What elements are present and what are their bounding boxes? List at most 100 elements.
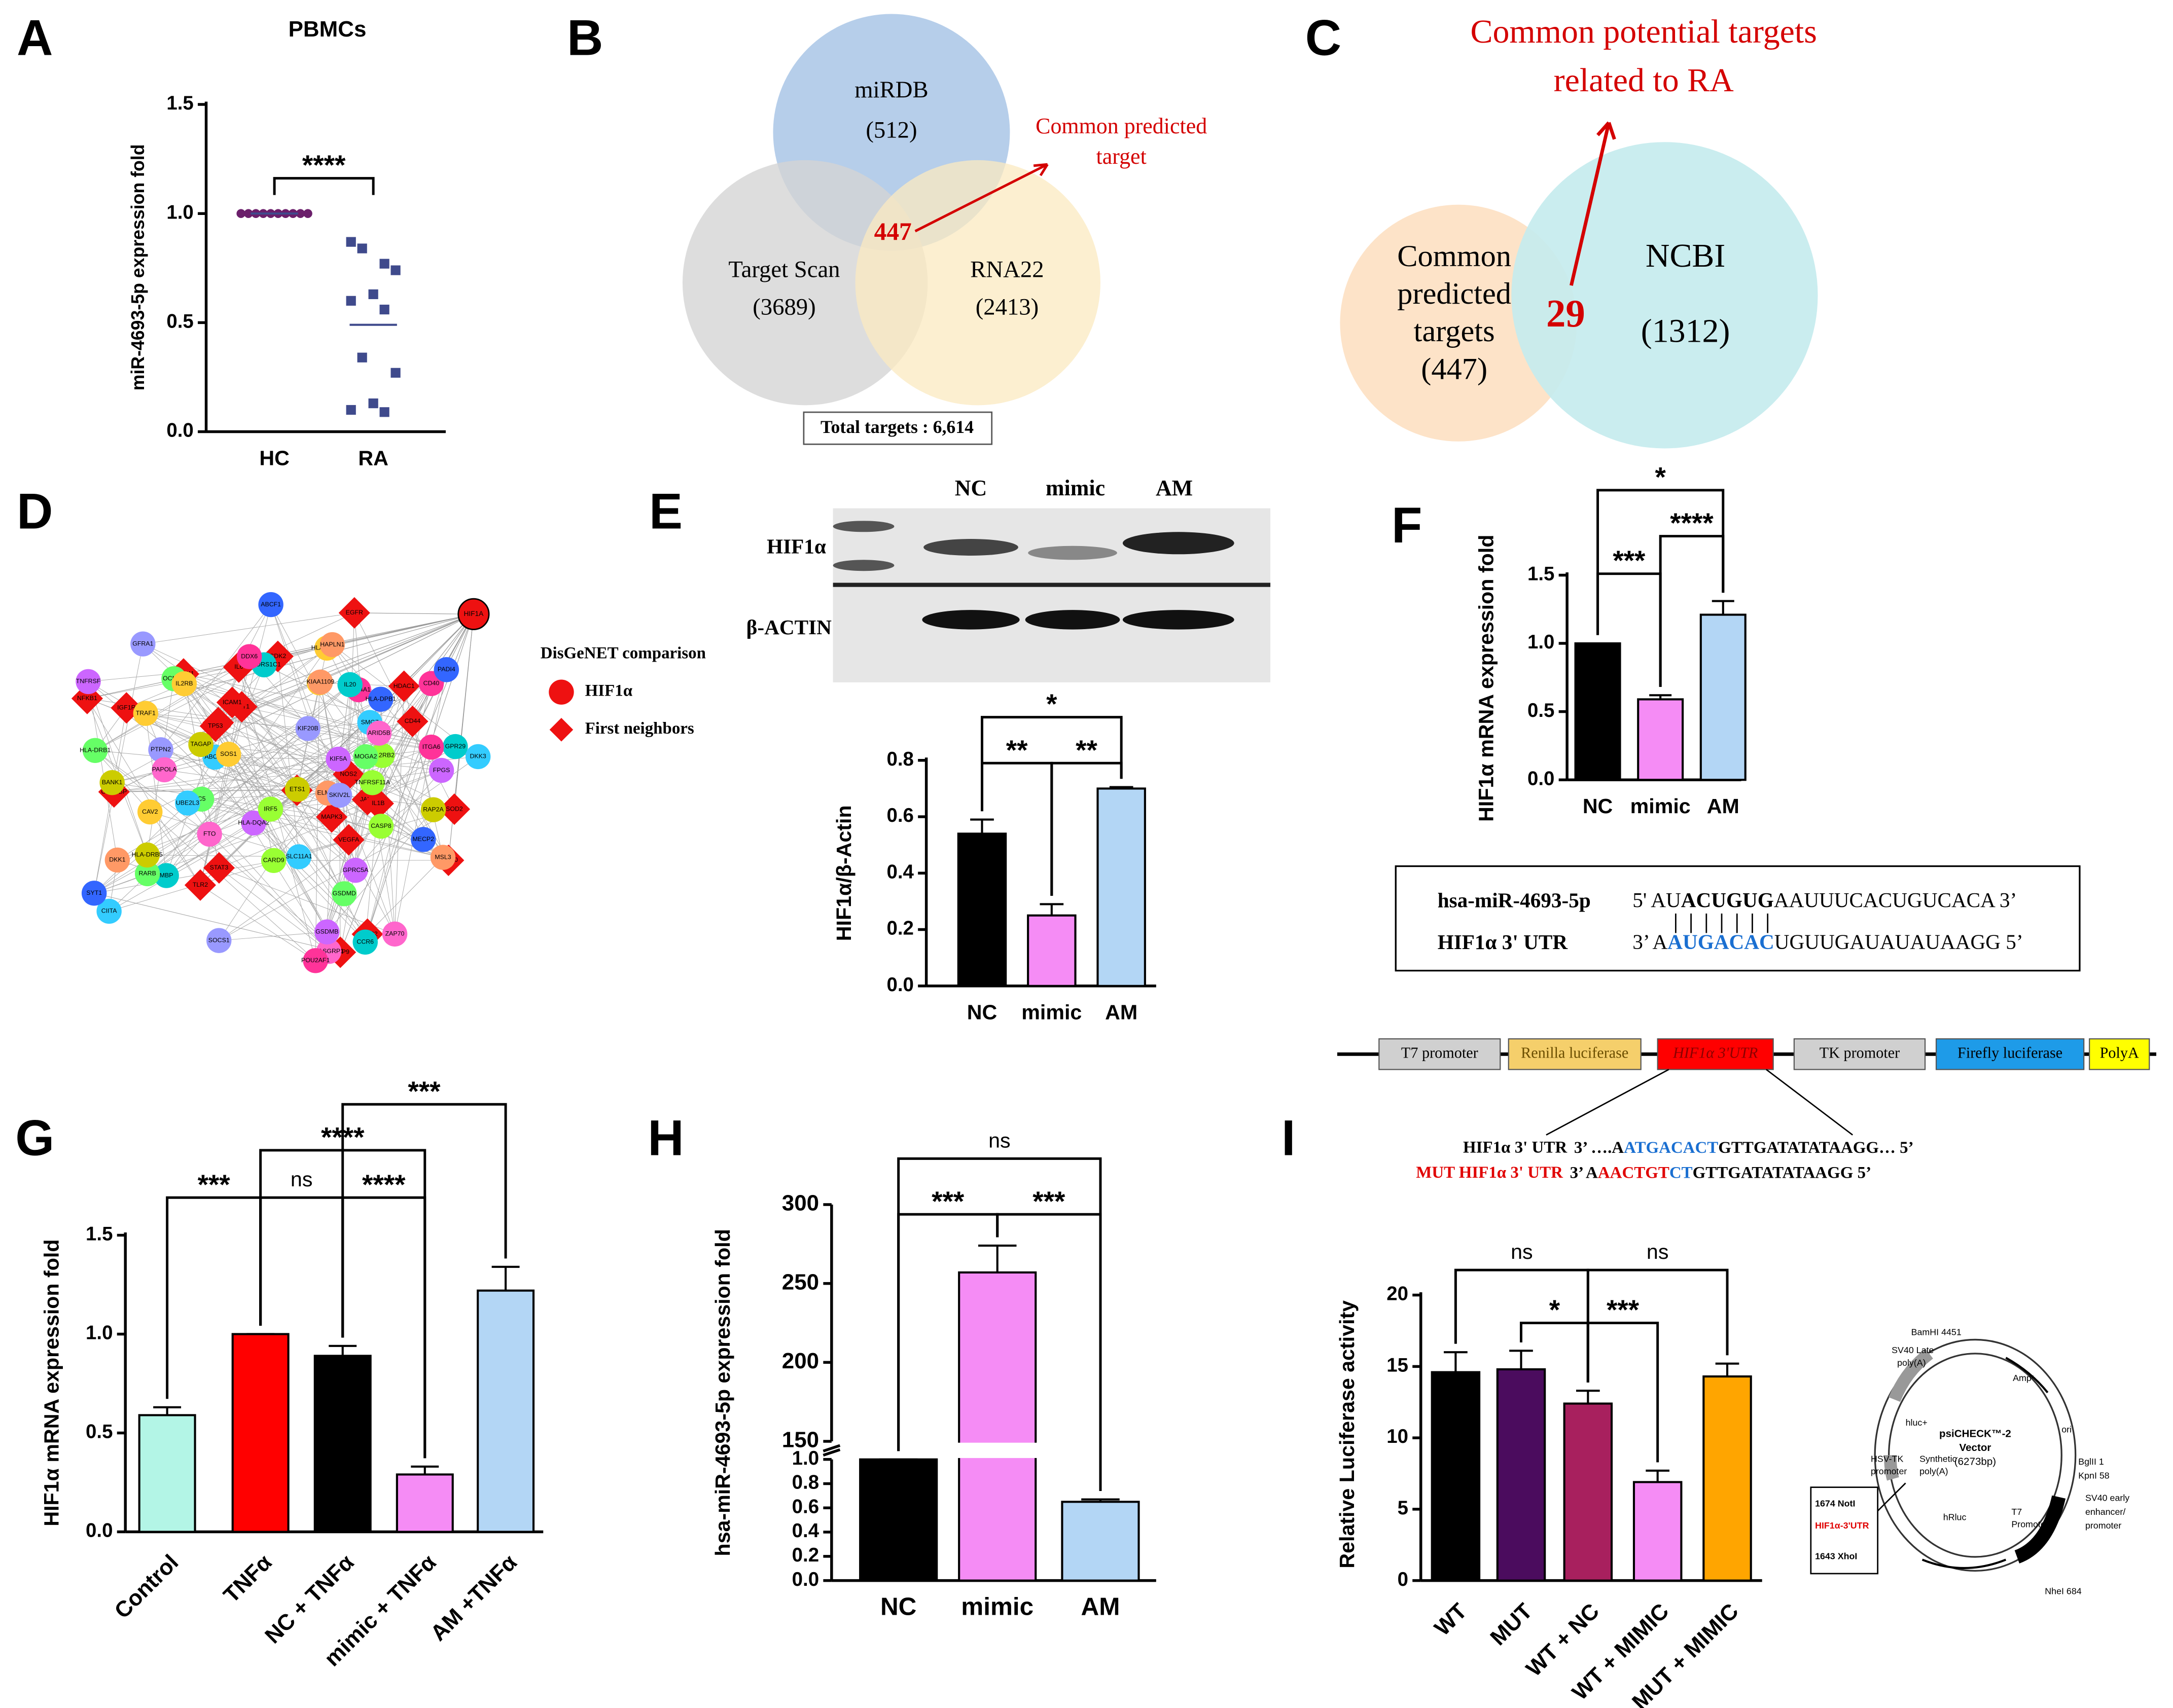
construct-label: Firefly luciferase <box>1957 1044 2062 1061</box>
network-node <box>133 701 159 726</box>
plasmid-label: ori <box>2061 1425 2072 1435</box>
legend-symbol <box>549 679 574 705</box>
significance-label: ns <box>291 1168 313 1191</box>
network-node-label: TNFRSF <box>76 678 101 685</box>
network-edge <box>150 812 316 961</box>
error-bar <box>1509 1350 1533 1369</box>
network-node <box>96 898 122 924</box>
network-edge <box>238 667 298 790</box>
significance-label: ** <box>1076 734 1097 766</box>
network-edge <box>183 674 328 932</box>
x-tick-label: mimic <box>1630 794 1691 818</box>
network-node-label: KIAA1109 <box>307 678 335 685</box>
y-tick-label: 1.0 <box>792 1447 819 1469</box>
network-node <box>216 741 241 767</box>
panel-letter: I <box>1281 1110 1295 1166</box>
plasmid-label: KpnI 58 <box>2078 1470 2110 1480</box>
network-node-label: GSDMD <box>333 890 356 897</box>
network-node-label: MBP <box>160 871 173 879</box>
venn-set-name: miRDB <box>854 77 928 103</box>
network-node <box>295 716 320 741</box>
network-node <box>308 669 333 695</box>
network-node-label: MECP2 <box>412 835 434 843</box>
network-node <box>284 777 310 802</box>
venn-set-name: RNA22 <box>970 256 1044 282</box>
insert-box <box>1810 1486 1879 1575</box>
x-tick-label: TNFα <box>219 1550 276 1608</box>
y-tick-label: 0.0 <box>86 1520 113 1542</box>
venn-set-name: Target Scan <box>728 256 840 282</box>
y-tick-label: 15 <box>1386 1354 1408 1376</box>
network-node-label: GPR29 <box>445 743 466 750</box>
network-node-label: GSDMB <box>315 928 338 935</box>
sequence-part: 3’ A <box>1632 930 1667 954</box>
network-node <box>443 734 468 759</box>
network-edge <box>166 728 308 876</box>
network-node <box>130 631 156 657</box>
venn-set-count: (2413) <box>976 294 1039 320</box>
x-tick-label: NC <box>880 1593 916 1621</box>
data-point <box>346 405 356 415</box>
actin-band <box>1025 610 1120 630</box>
plasmid-label: SV40 Late <box>1892 1345 1934 1355</box>
network-node <box>411 827 436 852</box>
network-node <box>368 813 394 839</box>
network-node <box>241 810 267 836</box>
network-edge <box>241 707 274 861</box>
data-point <box>368 398 378 409</box>
y-tick-label: 1.0 <box>166 201 193 223</box>
significance-bracket <box>273 177 375 195</box>
lane-label: NC <box>955 476 987 500</box>
venn-title: Common potential targets <box>1471 13 1817 50</box>
network-edge <box>147 669 447 874</box>
lane-label: AM <box>1156 476 1193 500</box>
network-node-label: PAPOLA <box>152 766 177 773</box>
network-edge <box>200 744 329 952</box>
network-node-label: SYT1 <box>86 889 102 896</box>
axis-break <box>823 1448 841 1457</box>
plasmid-label: promoter <box>1871 1466 1907 1476</box>
actin-band <box>1122 610 1234 630</box>
network-node <box>418 735 444 760</box>
plasmid-segment <box>1884 1455 1899 1481</box>
venn-left-label: Common <box>1397 239 1511 273</box>
plasmid-label: Promoter <box>2011 1519 2048 1529</box>
plasmid-label: (6273bp) <box>1954 1456 1996 1468</box>
network-node-label: POU2AF1 <box>301 957 330 964</box>
network-node <box>382 921 408 947</box>
y-tick-label: 5 <box>1398 1497 1408 1519</box>
error-bar <box>970 818 994 834</box>
network-node <box>303 948 328 973</box>
network-edge <box>215 613 474 726</box>
y-axis-label: miR-4693-5p expression fold <box>128 144 148 390</box>
error-bar <box>491 1265 520 1291</box>
network-node-label: TAGAP <box>191 741 211 748</box>
network-edge <box>228 754 341 953</box>
network-node <box>184 869 217 901</box>
data-point <box>379 407 389 417</box>
y-axis-label: HIF1α mRNA expression fold <box>40 1240 63 1527</box>
bar <box>958 1271 1037 1582</box>
panel-letter: E <box>649 483 683 539</box>
network-node-label: TP53 <box>208 722 223 729</box>
network-node-label: IL1B <box>372 800 384 807</box>
venn-left-label: (447) <box>1421 352 1487 386</box>
sequence-part: 3’ ….A <box>1574 1139 1624 1157</box>
panel-letter: H <box>648 1110 684 1166</box>
network-node-label: HDAC1 <box>394 682 415 689</box>
network-node <box>314 919 340 944</box>
significance-label: **** <box>362 1169 406 1200</box>
network-node <box>429 757 454 783</box>
venn-left-label: targets <box>1414 314 1495 348</box>
callout-arrow <box>1570 121 1616 286</box>
row-label: β-ACTIN <box>746 615 832 639</box>
network-node-label: EGFR <box>346 609 363 616</box>
network-node-label: UBE2L3 <box>176 799 199 806</box>
sequence-part: AUGACAC <box>1667 930 1774 954</box>
plasmid-label: T7 <box>2011 1507 2022 1517</box>
y-tick-label: 1.0 <box>86 1322 113 1344</box>
sequence-part: AACTGT <box>1598 1164 1669 1182</box>
panel-letter: B <box>567 10 603 66</box>
network-node-label: HIF1A <box>464 610 484 617</box>
